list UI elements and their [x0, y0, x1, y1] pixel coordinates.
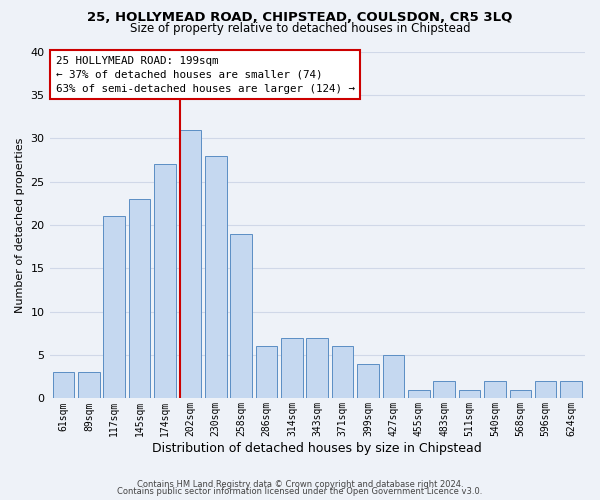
Text: Contains public sector information licensed under the Open Government Licence v3: Contains public sector information licen… — [118, 488, 482, 496]
Bar — [433, 381, 455, 398]
Bar — [103, 216, 125, 398]
Bar — [535, 381, 556, 398]
Bar — [459, 390, 481, 398]
Text: 25 HOLLYMEAD ROAD: 199sqm
← 37% of detached houses are smaller (74)
63% of semi-: 25 HOLLYMEAD ROAD: 199sqm ← 37% of detac… — [56, 56, 355, 94]
Bar — [383, 355, 404, 399]
Bar — [154, 164, 176, 398]
Bar — [307, 338, 328, 398]
X-axis label: Distribution of detached houses by size in Chipstead: Distribution of detached houses by size … — [152, 442, 482, 455]
Bar — [509, 390, 531, 398]
Bar — [129, 199, 151, 398]
Bar — [205, 156, 227, 398]
Text: 25, HOLLYMEAD ROAD, CHIPSTEAD, COULSDON, CR5 3LQ: 25, HOLLYMEAD ROAD, CHIPSTEAD, COULSDON,… — [88, 11, 512, 24]
Y-axis label: Number of detached properties: Number of detached properties — [15, 138, 25, 312]
Bar — [179, 130, 201, 398]
Bar — [332, 346, 353, 399]
Bar — [408, 390, 430, 398]
Bar — [281, 338, 302, 398]
Bar — [256, 346, 277, 399]
Bar — [78, 372, 100, 398]
Bar — [230, 234, 252, 398]
Text: Contains HM Land Registry data © Crown copyright and database right 2024.: Contains HM Land Registry data © Crown c… — [137, 480, 463, 489]
Bar — [484, 381, 506, 398]
Text: Size of property relative to detached houses in Chipstead: Size of property relative to detached ho… — [130, 22, 470, 35]
Bar — [53, 372, 74, 398]
Bar — [357, 364, 379, 398]
Bar — [560, 381, 582, 398]
